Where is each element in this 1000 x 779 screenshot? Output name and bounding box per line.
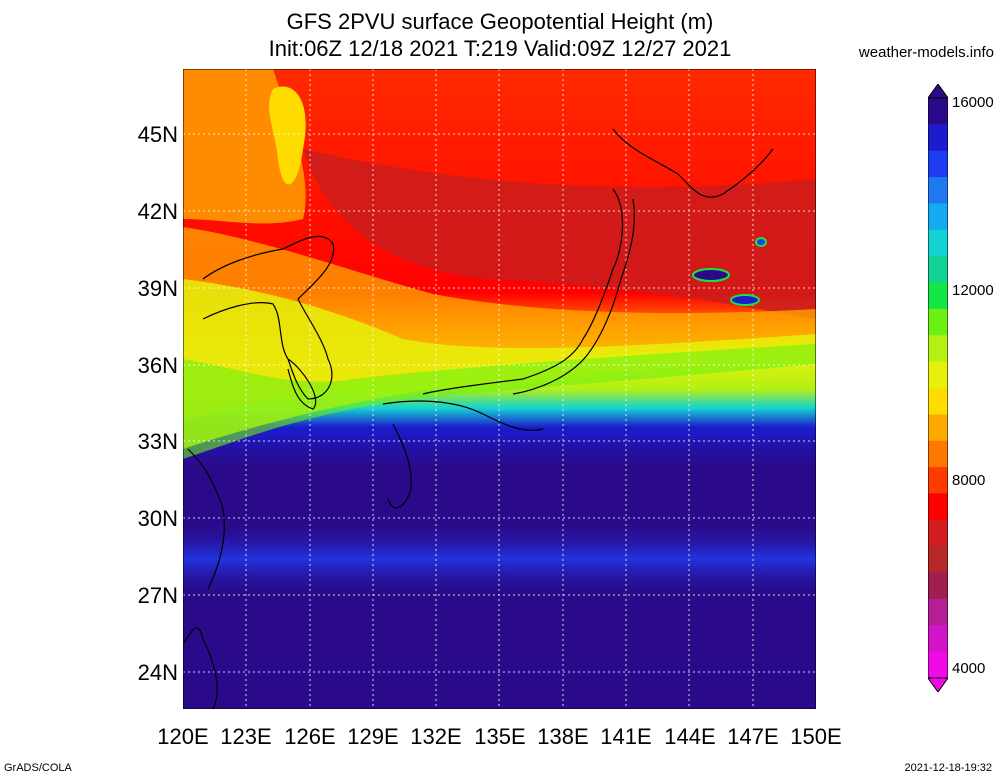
colorbar-top-arrow [928, 84, 948, 99]
lon-label-135e: 135E [474, 724, 526, 749]
colorbar-segment [928, 414, 948, 442]
map-title: GFS 2PVU surface Geopotential Height (m) [286, 9, 714, 34]
colorbar-segment [928, 493, 948, 521]
grid-lines [183, 69, 816, 709]
colorbar-segment [928, 467, 948, 494]
lon-label-147e: 147E [727, 724, 779, 749]
map-subtitle: Init:06Z 12/18 2021 T:219 Valid:09Z 12/2… [268, 36, 732, 61]
colorbar-segment [928, 282, 948, 310]
lat-label-33n: 33N [137, 429, 178, 454]
lat-label-27n: 27N [137, 583, 178, 608]
colorbar-segment [928, 361, 948, 389]
colorbar-segment [928, 572, 948, 600]
lat-label-30n: 30N [137, 506, 178, 531]
colorbar-label-12000: 12000 [952, 282, 994, 299]
colorbar [928, 84, 948, 692]
lon-label-129e: 129E [347, 724, 399, 749]
colorbar-bottom-arrow [928, 677, 948, 692]
colorbar-segment [928, 519, 948, 547]
colorbar-segment [928, 124, 948, 152]
colorbar-label-8000: 8000 [952, 472, 986, 489]
lon-label-138e: 138E [537, 724, 589, 749]
colorbar-segment [928, 651, 948, 679]
colorbar-segment [928, 625, 948, 653]
footer-timestamp: 2021-12-18-19:32 [904, 762, 992, 774]
colorbar-segment [928, 308, 948, 336]
colorbar-segment [928, 256, 948, 284]
lon-label-126e: 126E [284, 724, 336, 749]
site-credit: weather-models.info [858, 44, 994, 61]
colorbar-segments [928, 84, 948, 692]
footer-software: GrADS/COLA [4, 762, 72, 774]
colorbar-label-4000: 4000 [952, 660, 986, 677]
colorbar-segment [928, 335, 948, 363]
lon-label-150e: 150E [790, 724, 842, 749]
lat-label-39n: 39N [137, 276, 178, 301]
geopotential-map [183, 69, 816, 709]
ridge-yellow [269, 86, 306, 185]
colorbar-segment [928, 388, 948, 415]
colorbar-segment [928, 177, 948, 204]
lat-label-45n: 45N [137, 122, 178, 147]
lat-label-42n: 42N [137, 199, 178, 224]
colorbar-segment [928, 229, 948, 257]
trough-shading [303, 149, 816, 319]
lat-label-24n: 24N [137, 660, 178, 685]
colorbar-frame [928, 97, 948, 679]
colorbar-label-16000: 16000 [952, 94, 994, 111]
coastlines [183, 128, 774, 709]
colorbar-segment [928, 203, 948, 231]
lon-label-123e: 123E [220, 724, 272, 749]
colorbar-segment [928, 546, 948, 574]
lat-label-36n: 36N [137, 353, 178, 378]
lon-label-141e: 141E [600, 724, 652, 749]
lon-label-120e: 120E [157, 724, 209, 749]
colorbar-segment [928, 440, 948, 468]
colorbar-segment [928, 598, 948, 626]
lon-label-132e: 132E [410, 724, 462, 749]
colorbar-segment [928, 150, 948, 178]
lon-label-144e: 144E [664, 724, 716, 749]
colorbar-segment [928, 98, 948, 125]
